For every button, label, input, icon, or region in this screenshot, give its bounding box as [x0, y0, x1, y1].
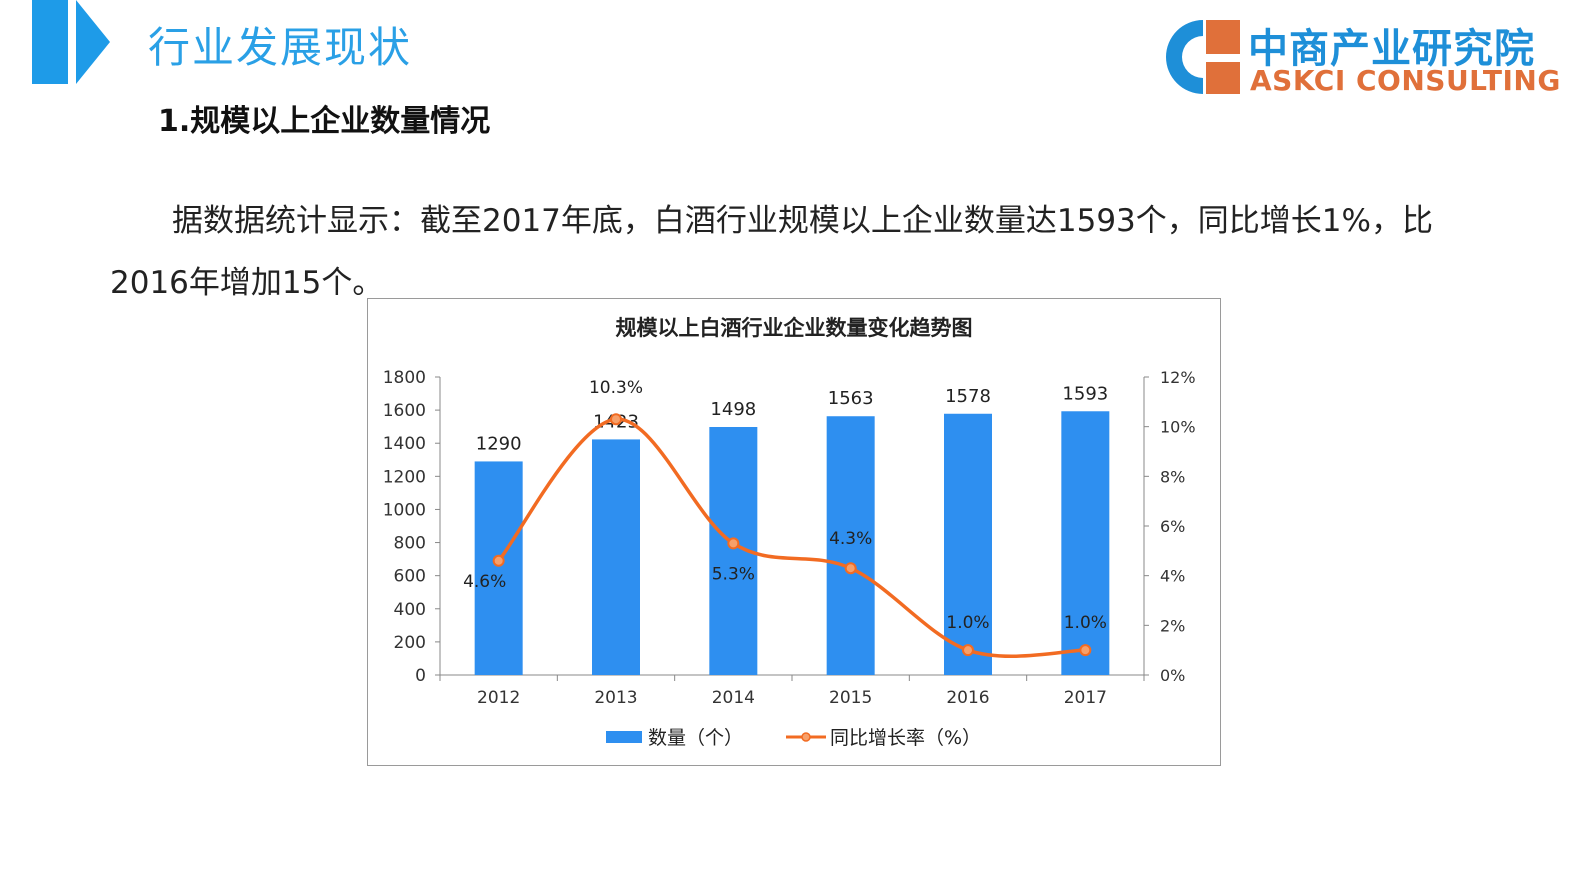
- bar-value-label: 1593: [1062, 383, 1108, 404]
- y-tick-label: 600: [394, 567, 426, 587]
- bar: [1061, 411, 1110, 675]
- growth-rate-line: [497, 417, 1086, 658]
- growth-rate-label: 1.0%: [946, 613, 989, 633]
- y-tick-label: 1400: [383, 434, 426, 454]
- x-tick-label: 2015: [829, 688, 872, 708]
- growth-rate-label: 1.0%: [1064, 613, 1107, 633]
- x-tick-label: 2014: [712, 688, 755, 708]
- growth-rate-point: [610, 413, 622, 426]
- y2-tick-label: 12%: [1160, 368, 1196, 387]
- legend-label-line: 同比增长率（%）: [830, 727, 981, 749]
- growth-rate-point: [844, 562, 857, 575]
- company-logo: 中商产业研究院 ASKCI CONSULTING: [1160, 12, 1560, 102]
- legend-label-bar: 数量（个）: [648, 727, 743, 749]
- legend-swatch-bar: [606, 731, 642, 743]
- summary-paragraph: 据数据统计显示：截至2017年底，白酒行业规模以上企业数量达1593个，同比增长…: [110, 203, 1433, 301]
- bar: [592, 439, 640, 675]
- bar: [474, 461, 523, 675]
- growth-rate-point: [1079, 644, 1092, 657]
- bar-value-label: 1563: [828, 388, 874, 409]
- bar: [826, 416, 875, 675]
- growth-rate-label: 5.3%: [712, 564, 755, 584]
- y-tick-label: 200: [394, 633, 426, 653]
- y-tick-label: 0: [415, 666, 426, 686]
- y-tick-label: 1200: [383, 467, 426, 487]
- y-tick-label: 1000: [383, 500, 426, 520]
- y-tick-label: 1800: [383, 368, 426, 388]
- bar: [944, 413, 992, 675]
- chart-frame: 规模以上白酒行业企业数量变化趋势图 0 200 400 600 800 1000 1200 14…: [367, 298, 1221, 766]
- y-tick-label: 400: [394, 600, 426, 620]
- legend-swatch-point: [801, 732, 811, 742]
- logo-text-en: ASKCI CONSULTING: [1250, 64, 1561, 97]
- header-accent-bar: [32, 0, 68, 84]
- logo-mark-icon: [1166, 20, 1240, 94]
- growth-rate-point: [727, 537, 740, 550]
- logo-text-cn: 中商产业研究院: [1248, 26, 1535, 72]
- x-tick-label: 2016: [946, 688, 989, 708]
- x-tick-label: 2012: [477, 688, 520, 708]
- chart-svg: 规模以上白酒行业企业数量变化趋势图 0 200 400 600 800 1000 1200 14…: [383, 316, 1196, 749]
- chart-title: 规模以上白酒行业企业数量变化趋势图: [616, 316, 973, 340]
- y2-tick-label: 10%: [1160, 418, 1196, 437]
- growth-rate-point: [492, 554, 505, 567]
- header-accent-arrow: [76, 0, 110, 84]
- y2-tick-label: 8%: [1160, 467, 1185, 486]
- y2-tick-label: 4%: [1160, 567, 1185, 586]
- y-tick-label: 800: [394, 534, 426, 554]
- page-title: 行业发展现状: [148, 23, 413, 72]
- growth-rate-label: 4.6%: [463, 572, 506, 592]
- bar-value-label: 1290: [476, 433, 522, 454]
- growth-rate-label: 4.3%: [829, 529, 872, 549]
- growth-rate-point: [962, 644, 974, 657]
- x-tick-label: 2017: [1064, 688, 1107, 708]
- section-title: 1.规模以上企业数量情况: [158, 104, 491, 139]
- y2-tick-label: 6%: [1160, 517, 1185, 536]
- y2-tick-label: 0%: [1160, 666, 1185, 685]
- x-tick-label: 2013: [594, 688, 637, 708]
- y-tick-label: 1600: [383, 401, 426, 421]
- growth-rate-label: 10.3%: [589, 378, 643, 398]
- y2-tick-label: 2%: [1160, 616, 1185, 635]
- bar-value-label: 1498: [710, 399, 756, 420]
- bar-value-label: 1578: [945, 386, 991, 407]
